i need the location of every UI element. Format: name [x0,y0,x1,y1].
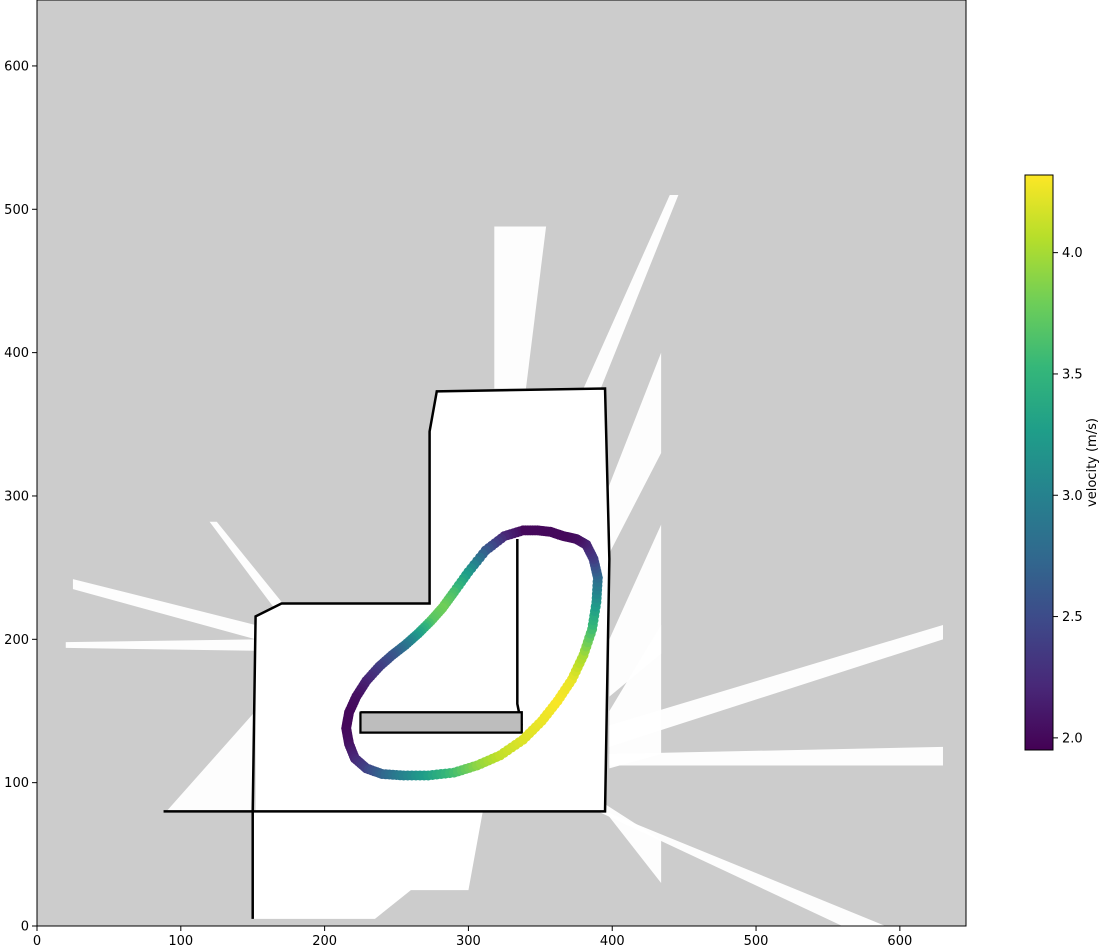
y-tick-label: 300 [4,489,29,504]
free-lower [252,811,483,919]
y-tick-label: 400 [4,346,29,361]
y-tick-label: 600 [4,59,29,74]
free-ray [609,746,943,766]
free-ray [597,811,886,926]
free-ray [72,579,256,640]
y-tick-label: 100 [4,776,29,791]
y-axis: 0 100 200 300 400 500 600 [4,59,37,935]
x-tick-label: 500 [744,934,769,949]
map-wall [163,387,611,919]
x-axis: 0 100 200 300 400 500 600 [33,926,912,949]
colorbar-gradient-bar [1024,174,1054,751]
x-tick-label: 300 [456,934,481,949]
x-tick-label: 100 [168,934,193,949]
y-tick-label: 200 [4,633,29,648]
free-room [255,388,610,812]
colorbar: 2.0 2.5 3.0 3.5 4.0 velocity (m/s) [1024,174,1100,751]
y-tick-label: 0 [21,920,29,935]
colorbar-tick-label: 2.5 [1062,610,1083,625]
free-ray [605,352,662,554]
x-tick-label: 600 [887,934,912,949]
colorbar-ticks: 2.0 2.5 3.0 3.5 4.0 [1053,246,1083,746]
plot-frame [36,0,967,927]
free-ray [605,804,662,883]
colorbar-label: velocity (m/s) [1085,418,1100,507]
y-tick-label: 500 [4,203,29,218]
colorbar-tick-label: 3.5 [1062,367,1083,382]
colorbar-tick-label: 3.0 [1062,489,1083,504]
trajectory-points [341,525,603,781]
free-ray [583,194,679,389]
map-walls [163,387,611,919]
colorbar-tick-label: 4.0 [1062,246,1083,261]
colorbar-tick-label: 2.0 [1062,731,1083,746]
free-ray [166,710,256,812]
free-ray [65,639,256,651]
x-tick-label: 200 [312,934,337,949]
free-ray [209,521,289,618]
plot-area [36,0,967,927]
x-tick-label: 400 [600,934,625,949]
free-ray [494,226,547,389]
x-tick-label: 0 [33,934,41,949]
map-free-space [65,194,943,926]
trajectory-point [520,525,531,536]
obstacle-block [359,711,523,734]
free-ray [609,624,943,747]
